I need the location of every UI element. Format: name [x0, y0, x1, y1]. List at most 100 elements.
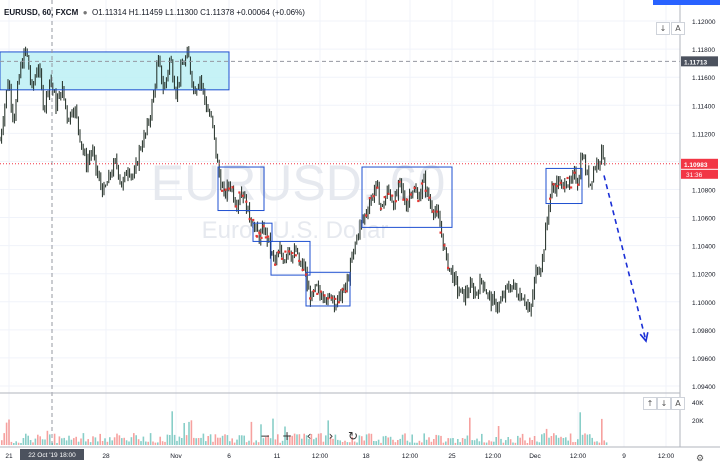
time-tick-label: 12:00: [402, 453, 419, 460]
volume-bar: [219, 437, 221, 445]
highlight-box: [305, 271, 351, 307]
volume-bar: [200, 437, 202, 445]
zigzag-marker: [274, 263, 277, 266]
volume-bar: [464, 438, 466, 445]
volume-tick-label: 20K: [692, 418, 704, 425]
volume-bar: [478, 441, 481, 445]
volume-bar: [205, 441, 207, 445]
zigzag-marker: [334, 297, 337, 300]
volume-bar: [466, 435, 469, 445]
zoom-out-button[interactable]: −: [259, 429, 271, 443]
highlight-box-fill: [0, 51, 229, 90]
volume-bar: [375, 441, 377, 445]
volume-bar: [351, 436, 353, 445]
volume-bar: [531, 440, 533, 445]
volume-bar: [233, 442, 236, 445]
volume-bar: [238, 435, 241, 445]
zigzag-marker: [298, 259, 301, 262]
volume-bar: [118, 435, 121, 445]
volume-bar: [569, 433, 572, 445]
overlays: [0, 0, 680, 447]
time-tick-label: 9: [622, 453, 626, 460]
volume-bar: [289, 435, 291, 445]
zigzag-marker: [316, 292, 319, 295]
volume-bar: [404, 433, 406, 445]
time-tick-label: 25: [448, 453, 456, 460]
volume-bar: [411, 434, 413, 445]
forecast-arrow-head: [639, 332, 649, 343]
volume-bar: [77, 441, 80, 445]
zigzag-marker: [365, 214, 368, 217]
volume-bar: [373, 441, 375, 445]
volume-bar: [377, 439, 380, 445]
zigzag-marker: [566, 176, 569, 180]
auto-scale-button[interactable]: A: [671, 397, 685, 410]
volume-bar: [533, 436, 536, 445]
volume-bar: [267, 435, 269, 445]
zigzag-marker: [277, 251, 280, 254]
volume-bar: [392, 439, 394, 445]
volume-bar: [315, 437, 317, 445]
zigzag-marker: [379, 207, 383, 210]
volume-bar: [193, 437, 195, 445]
alert-button[interactable]: A: [671, 22, 685, 35]
volume-bar: [543, 433, 545, 445]
volume-bar: [173, 434, 176, 445]
volume-bar: [445, 441, 447, 445]
volume-bar: [334, 434, 337, 445]
volume-bar: [495, 437, 497, 445]
zoom-in-button[interactable]: +: [281, 429, 293, 443]
volume-bar: [214, 434, 217, 445]
volume-bar: [449, 438, 452, 445]
highlight-box: [252, 222, 273, 242]
volume-bar: [265, 437, 267, 445]
volume-bar: [483, 442, 485, 445]
volume-bar: [471, 440, 473, 445]
scroll-right-button[interactable]: ›: [328, 429, 334, 443]
volume-bar: [99, 433, 101, 445]
volume-bar: [308, 439, 310, 445]
volume-bar: [248, 440, 250, 445]
volume-bar: [279, 442, 281, 445]
volume-bar: [291, 435, 293, 445]
crosshair-price-label: 1.11713: [684, 59, 708, 66]
volume-bar: [572, 442, 574, 445]
volume-bar: [461, 438, 464, 445]
volume-bar: [17, 442, 20, 445]
zigzag-marker: [305, 273, 308, 276]
volume-bar: [188, 421, 190, 445]
volume-bar: [245, 442, 248, 445]
volume-bar: [514, 442, 517, 445]
volume-bar: [339, 440, 341, 445]
scale-up-button[interactable]: ↑: [643, 397, 657, 410]
volume-bar: [521, 433, 524, 445]
scroll-left-button[interactable]: ‹: [306, 429, 312, 443]
volume-bar: [207, 436, 209, 445]
zigzag-marker: [284, 250, 287, 253]
volume-bar: [255, 440, 257, 445]
volume-bar: [269, 438, 272, 445]
last-price-label-bg: [681, 158, 718, 169]
volume-bar: [322, 441, 325, 445]
volume-bar: [337, 439, 339, 445]
zigzag-marker: [267, 235, 270, 238]
reset-chart-button[interactable]: ↻: [347, 429, 359, 443]
volume-bar: [80, 438, 82, 445]
volume-bar: [370, 433, 373, 445]
volume-bar: [349, 442, 351, 445]
time-tick-label: 12:00: [658, 453, 675, 460]
volume-bar: [416, 442, 418, 445]
price-tick-label: 1.10600: [692, 216, 716, 223]
volume-bar: [293, 433, 296, 445]
volume-bar: [526, 443, 529, 445]
price-tick-label: 1.10000: [692, 300, 716, 307]
scale-down-button[interactable]: ↓: [657, 397, 671, 410]
volume-bar: [142, 436, 145, 445]
volume-bar: [277, 434, 279, 445]
volume-bar: [605, 442, 608, 445]
scroll-down-button[interactable]: ↓: [656, 22, 670, 35]
volume-bar: [171, 411, 173, 445]
settings-gear-icon[interactable]: ⚙: [696, 453, 704, 463]
